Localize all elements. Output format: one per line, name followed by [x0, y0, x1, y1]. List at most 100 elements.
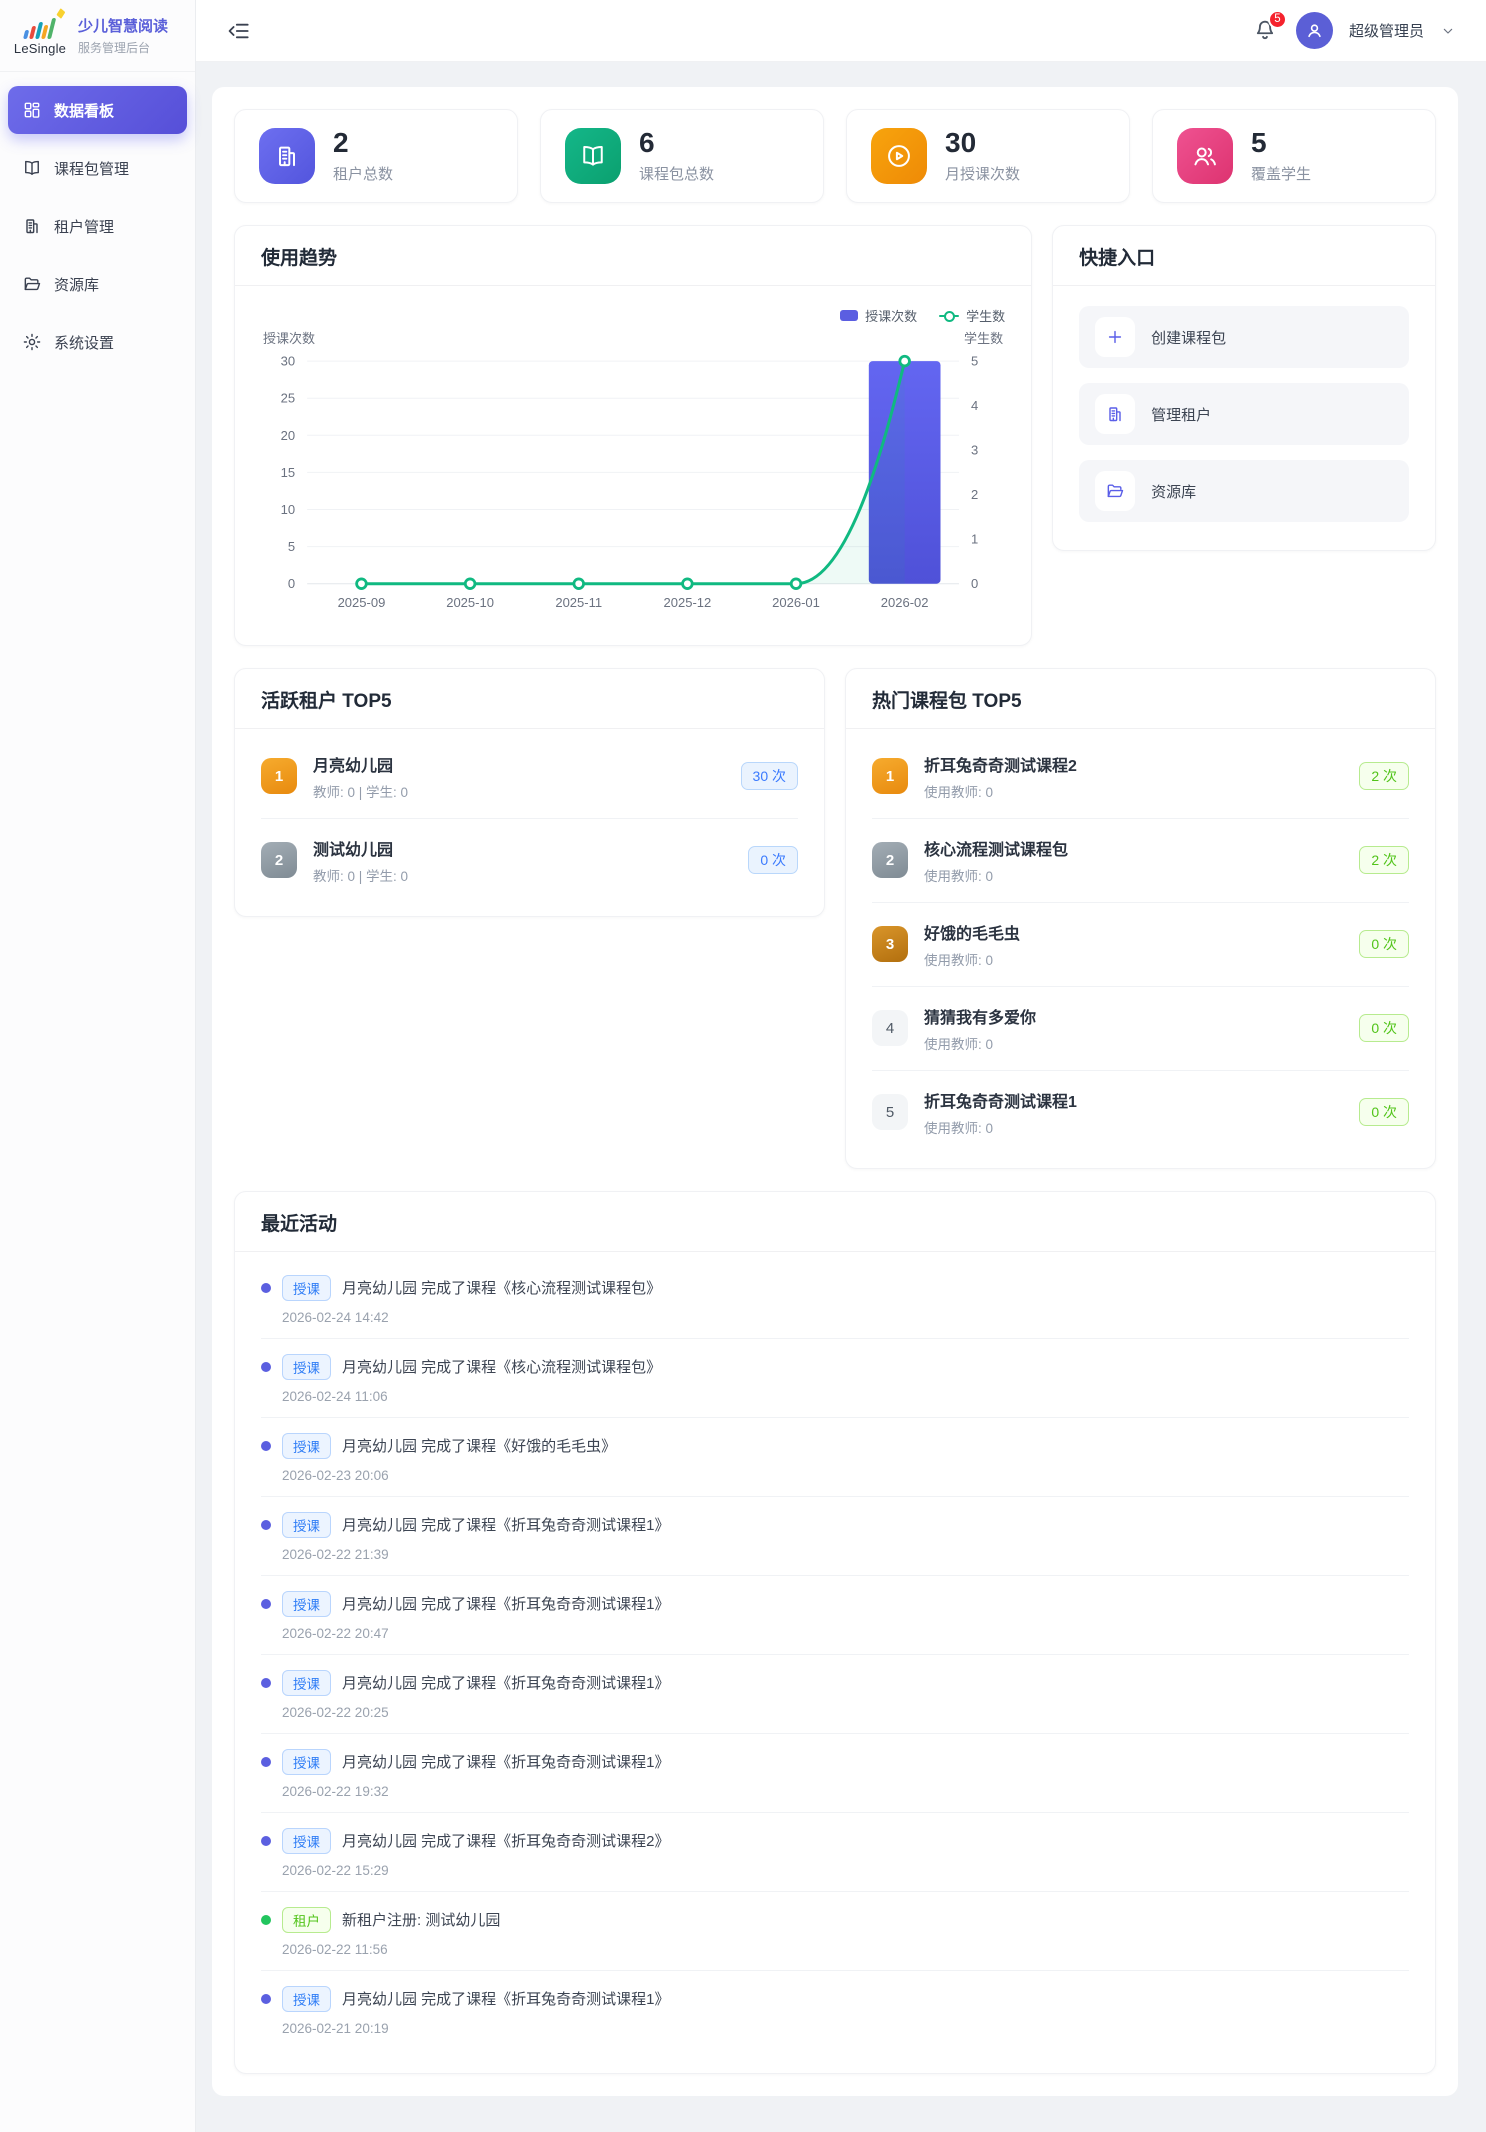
- sidebar-item-tenants[interactable]: 租户管理: [8, 202, 187, 250]
- rank-item-name: 猜猜我有多爱你: [924, 1009, 1037, 1027]
- activity-text: 月亮幼儿园 完成了课程《核心流程测试课程包》: [342, 1280, 662, 1298]
- rank-badge: 2: [872, 842, 908, 879]
- sidebar-item-label: 租户管理: [54, 218, 115, 236]
- chart-legend: 授课次数 学生数: [261, 306, 1005, 325]
- quick-entry-create-package[interactable]: 创建课程包: [1079, 306, 1409, 368]
- activity-item: 授课 月亮幼儿园 完成了课程《折耳兔奇奇测试课程2》 2026-02-22 15…: [261, 1811, 1409, 1891]
- quick-entry-resources[interactable]: 资源库: [1079, 460, 1409, 522]
- activity-dot: [261, 1361, 271, 1372]
- stat-label: 租户总数: [333, 165, 394, 183]
- usage-count-pill: 0 次: [1359, 1014, 1409, 1043]
- usage-count-pill: 0 次: [748, 846, 798, 875]
- bar-legend-label: 授课次数: [865, 309, 918, 324]
- svg-text:25: 25: [281, 391, 295, 406]
- svg-text:2026-01: 2026-01: [772, 595, 820, 610]
- activity-time: 2026-02-22 20:25: [282, 1704, 389, 1720]
- user-name: 超级管理员: [1348, 23, 1424, 40]
- rank-badge: 3: [872, 926, 908, 963]
- activity-type-badge: 授课: [282, 1353, 331, 1380]
- logo-text: LeSingle: [13, 41, 67, 56]
- svg-text:2025-10: 2025-10: [446, 595, 494, 610]
- building-icon: [279, 146, 295, 167]
- quick-entry-title: 快捷入口: [1079, 248, 1156, 269]
- svg-text:2025-09: 2025-09: [338, 595, 386, 610]
- avatar[interactable]: [1295, 12, 1333, 49]
- stat-card-course-packages: 6 课程包总数: [540, 109, 824, 203]
- gear-icon: [23, 333, 41, 351]
- activity-dot: [261, 1519, 271, 1530]
- rank-item-name: 测试幼儿园: [313, 841, 394, 859]
- usage-count-pill: 30 次: [740, 762, 798, 791]
- sidebar-item-dashboard[interactable]: 数据看板: [8, 86, 187, 134]
- activity-item: 授课 月亮幼儿园 完成了课程《核心流程测试课程包》 2026-02-24 14:…: [261, 1260, 1409, 1338]
- svg-text:5: 5: [971, 354, 978, 369]
- svg-text:10: 10: [281, 502, 295, 517]
- stat-value: 6: [639, 127, 655, 159]
- usage-trend-title: 使用趋势: [261, 248, 338, 269]
- activity-time: 2026-02-22 19:32: [282, 1783, 389, 1799]
- activity-item: 授课 月亮幼儿园 完成了课程《好饿的毛毛虫》 2026-02-23 20:06: [261, 1416, 1409, 1496]
- svg-text:1: 1: [971, 532, 978, 547]
- logo: LeSingle 少儿智慧阅读 服务管理后台: [0, 0, 195, 72]
- logo-mark-icon: LeSingle: [12, 8, 68, 56]
- activity-text: 月亮幼儿园 完成了课程《折耳兔奇奇测试课程2》: [342, 1833, 670, 1851]
- line-legend-label: 学生数: [966, 309, 1006, 324]
- stat-value: 2: [333, 127, 349, 159]
- activity-item: 授课 月亮幼儿园 完成了课程《折耳兔奇奇测试课程1》 2026-02-21 20…: [261, 1969, 1409, 2049]
- chevron-down-icon[interactable]: [1440, 23, 1456, 39]
- sidebar-item-label: 系统设置: [54, 334, 115, 352]
- activity-time: 2026-02-22 15:29: [282, 1862, 389, 1878]
- top5-row: 2 测试幼儿园 教师: 0 | 学生: 0 0 次: [261, 817, 798, 902]
- activity-dot: [261, 1993, 271, 2004]
- activity-item: 租户 新租户注册: 测试幼儿园 2026-02-22 11:56: [261, 1890, 1409, 1970]
- activity-dot: [261, 1914, 271, 1925]
- quick-entry-label: 资源库: [1151, 483, 1197, 501]
- recent-activity-card: 最近活动 授课 月亮幼儿园 完成了课程《核心流程测试课程包》 2026-02-2…: [234, 1190, 1436, 2074]
- svg-text:2: 2: [971, 487, 978, 502]
- activity-dot: [261, 1677, 271, 1688]
- rank-item-name: 月亮幼儿园: [313, 757, 394, 775]
- active-tenants-card: 活跃租户 TOP5 1 月亮幼儿园 教师: 0 | 学生: 0 30 次 2 测…: [234, 667, 825, 917]
- activity-dot: [261, 1598, 271, 1609]
- activity-text: 月亮幼儿园 完成了课程《折耳兔奇奇测试课程1》: [342, 1517, 670, 1535]
- svg-text:3: 3: [971, 443, 978, 458]
- activity-type-badge: 授课: [282, 1827, 331, 1854]
- rank-item-name: 折耳兔奇奇测试课程2: [924, 757, 1077, 775]
- activity-type-badge: 租户: [282, 1906, 331, 1933]
- quick-entry-label: 管理租户: [1151, 406, 1212, 424]
- book-icon: [583, 146, 603, 166]
- folder-icon: [1107, 484, 1124, 498]
- quick-entry-card: 快捷入口 创建课程包 管理租户 资源库: [1052, 225, 1436, 551]
- stat-value: 5: [1251, 127, 1267, 159]
- usage-trend-svg: 0 5 10 15 20 25 30 0 1 2 3 4 5 授课次数 学生数 2025-09 2025-10 2…: [263, 331, 1003, 610]
- sidebar-collapse-button[interactable]: [226, 18, 252, 44]
- rank-badge: 4: [872, 1010, 908, 1047]
- svg-text:15: 15: [281, 465, 295, 480]
- activity-type-badge: 授课: [282, 1590, 331, 1617]
- top5-row: 1 折耳兔奇奇测试课程2 使用教师: 0 2 次: [872, 735, 1409, 818]
- sidebar-item-settings[interactable]: 系统设置: [8, 318, 187, 366]
- rank-item-name: 核心流程测试课程包: [924, 841, 1069, 859]
- sidebar-item-course-packages[interactable]: 课程包管理: [8, 144, 187, 192]
- rank-badge: 2: [261, 842, 297, 879]
- stat-card-monthly-lessons: 30 月授课次数: [846, 109, 1130, 203]
- activity-item: 授课 月亮幼儿园 完成了课程《折耳兔奇奇测试课程1》 2026-02-22 19…: [261, 1732, 1409, 1812]
- activity-item: 授课 月亮幼儿园 完成了课程《折耳兔奇奇测试课程1》 2026-02-22 20…: [261, 1653, 1409, 1733]
- app-title: 少儿智慧阅读: [78, 18, 169, 35]
- activity-item: 授课 月亮幼儿园 完成了课程《核心流程测试课程包》 2026-02-24 11:…: [261, 1337, 1409, 1417]
- notification-badge: 5: [1267, 9, 1287, 29]
- sidebar-item-resources[interactable]: 资源库: [8, 260, 187, 308]
- top5-row: 4 猜猜我有多爱你 使用教师: 0 0 次: [872, 985, 1409, 1070]
- sidebar-menu: 数据看板 课程包管理 租户管理 资源库 系统设置: [0, 72, 195, 380]
- rank-item-meta: 使用教师: 0: [924, 1036, 994, 1052]
- quick-entry-manage-tenants[interactable]: 管理租户: [1079, 383, 1409, 445]
- activity-dot: [261, 1282, 271, 1293]
- svg-text:5: 5: [288, 539, 295, 554]
- activity-type-badge: 授课: [282, 1511, 331, 1538]
- hot-packages-title: 热门课程包 TOP5: [872, 690, 1022, 712]
- app-subtitle: 服务管理后台: [78, 41, 151, 55]
- activity-time: 2026-02-24 14:42: [282, 1309, 389, 1325]
- sidebar-item-label: 课程包管理: [54, 160, 130, 178]
- notifications-button[interactable]: 5: [1252, 9, 1287, 45]
